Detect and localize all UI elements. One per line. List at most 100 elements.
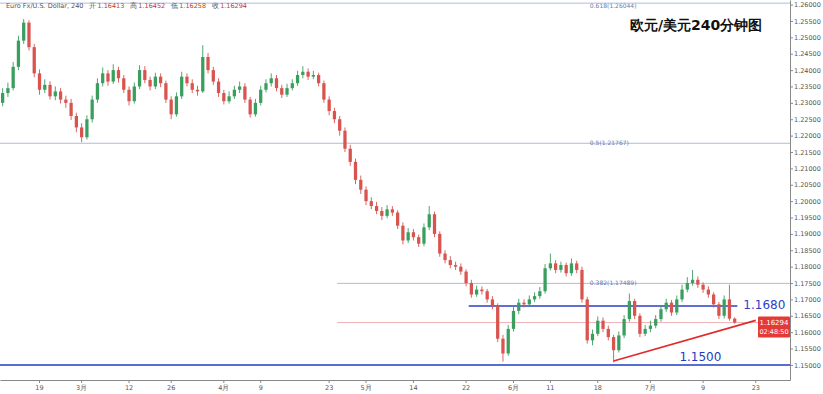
candle-body [243, 86, 246, 99]
y-tick: 1.22000 [790, 132, 821, 140]
x-tick-label: 23 [325, 384, 333, 392]
candle-body [148, 80, 151, 87]
y-axis: 1.150001.155001.160001.165001.170001.175… [790, 1, 821, 381]
candle-body [591, 334, 594, 341]
y-tick: 1.21500 [790, 149, 821, 157]
plot-area [0, 3, 790, 365]
y-tick-label: 1.24500 [794, 50, 821, 58]
candle-body [554, 263, 557, 270]
y-tick-mark [790, 349, 793, 350]
y-tick: 1.19500 [790, 214, 821, 222]
candle-body [38, 73, 41, 89]
x-tick-mark [703, 380, 704, 383]
candle-body [159, 77, 162, 84]
candle-body [285, 88, 288, 95]
candle-body [154, 77, 157, 87]
chart-svg: 1.150001.155001.160001.165001.170001.175… [0, 0, 823, 394]
candle-body [507, 329, 510, 354]
candle-body [22, 23, 25, 41]
candle-body [296, 75, 299, 83]
candle-body [396, 213, 399, 226]
candle-body [254, 103, 257, 114]
candle-body [85, 119, 88, 137]
candle-body [680, 290, 683, 300]
candle-body [106, 73, 109, 81]
x-tick: 9 [701, 380, 705, 392]
x-tick-label: 26 [167, 384, 175, 392]
y-tick: 1.20000 [790, 198, 821, 206]
y-tick-label: 1.18000 [794, 263, 821, 271]
header-ohlc-value: 1.16452 [138, 2, 165, 10]
y-tick-mark [790, 119, 793, 120]
candle-body [143, 70, 146, 80]
candle-body [607, 329, 610, 337]
annotations: 0.618(1.26044)0.5(1.21767)0.382(1.17489)… [6, 2, 790, 364]
candle-body [644, 329, 647, 334]
candle-body [370, 201, 373, 206]
candle-body [733, 319, 736, 323]
x-tick-label: 3月 [76, 384, 87, 392]
candle-body [91, 100, 94, 120]
x-tick-mark [366, 380, 367, 383]
y-tick: 1.15500 [790, 345, 821, 353]
candle-body [43, 85, 46, 90]
candle-body [449, 260, 452, 265]
candle-body [638, 316, 641, 334]
candle-body [270, 78, 273, 83]
candle-body [391, 209, 394, 212]
candle-body [117, 70, 120, 78]
candle-body [601, 321, 604, 329]
candle-body [133, 86, 136, 101]
candle-body [517, 303, 520, 311]
candle-body [712, 295, 715, 305]
candle-body [301, 72, 304, 75]
y-tick-mark [790, 103, 793, 104]
candle-body [33, 47, 36, 73]
price-tag [758, 317, 790, 338]
candle-body [580, 270, 583, 299]
y-tick: 1.16500 [790, 312, 821, 320]
candle-body [565, 265, 568, 273]
candle-body [322, 83, 325, 99]
x-tick-label: 6月 [508, 384, 519, 392]
candle-body [343, 131, 346, 149]
candle-body [401, 226, 404, 241]
x-tick: 11 [546, 380, 554, 392]
candle-body [691, 280, 694, 283]
candle-body [227, 96, 230, 101]
y-tick-label: 1.20000 [794, 198, 821, 206]
candle-body [728, 299, 731, 318]
candle-body [701, 285, 704, 290]
candle-body [428, 214, 431, 227]
candle-body [280, 88, 283, 95]
fib-label: 0.5(1.21767) [590, 139, 629, 146]
candle-body [96, 83, 99, 99]
y-tick-label: 1.16500 [794, 312, 821, 320]
y-tick-mark [790, 37, 793, 38]
candle-body [17, 41, 20, 67]
y-tick-label: 1.21000 [794, 165, 821, 173]
y-tick-mark [790, 70, 793, 71]
x-tick: 7月 [645, 380, 656, 392]
candle-body [533, 296, 536, 299]
y-tick-label: 1.23500 [794, 83, 821, 91]
y-tick: 1.23000 [790, 99, 821, 107]
candle-body [191, 83, 194, 90]
y-tick-label: 1.15000 [794, 362, 821, 370]
x-tick-label: 9 [701, 384, 705, 392]
candle-body [412, 232, 415, 237]
candle-body [543, 268, 546, 291]
candle-body [665, 303, 668, 310]
fib-line [337, 283, 790, 284]
candle-body [659, 309, 662, 319]
candle-body [170, 100, 173, 115]
y-tick-label: 1.23000 [794, 99, 821, 107]
y-tick: 1.24500 [790, 50, 821, 58]
candle-body [438, 234, 441, 254]
candle-body [54, 91, 57, 96]
candle-body [333, 111, 336, 119]
candle-body [528, 299, 531, 304]
x-tick-label: 14 [409, 384, 417, 392]
candle-body [164, 83, 167, 99]
y-tick: 1.23500 [790, 83, 821, 91]
